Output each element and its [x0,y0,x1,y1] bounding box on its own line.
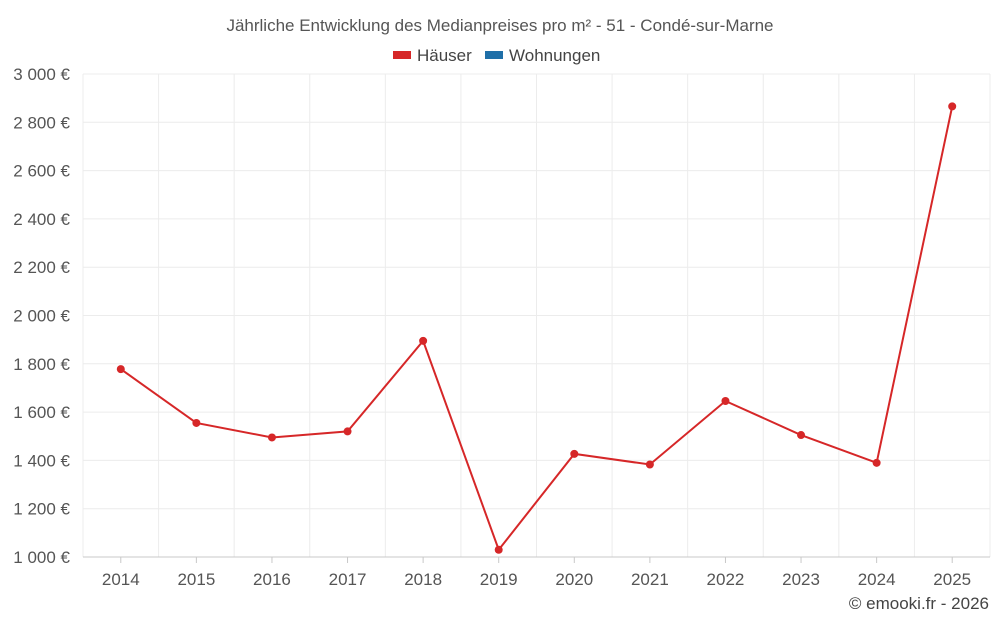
x-tick-label: 2025 [933,570,971,589]
data-point[interactable] [343,427,352,436]
y-tick-label: 2 200 € [13,258,70,277]
grid [82,73,991,557]
data-point[interactable] [419,336,428,345]
chart-title: Jährliche Entwicklung des Medianpreises … [226,16,773,35]
y-tick-label: 2 400 € [13,210,70,229]
data-point[interactable] [721,396,730,405]
x-tick-label: 2016 [253,570,291,589]
legend-item-haeuser[interactable]: Häuser [393,46,472,65]
x-tick-label: 2019 [480,570,518,589]
x-tick-label: 2017 [329,570,367,589]
data-point[interactable] [116,365,125,374]
y-tick-label: 3 000 € [13,65,70,84]
legend: Häuser Wohnungen [393,46,600,65]
y-tick-label: 1 600 € [13,403,70,422]
x-tick-label: 2024 [858,570,896,589]
x-tick-label: 2014 [102,570,140,589]
data-point[interactable] [797,431,806,440]
y-tick-label: 2 800 € [13,113,70,132]
data-point[interactable] [494,545,503,554]
data-point[interactable] [267,433,276,442]
credit-text: © emooki.fr - 2026 [849,594,989,613]
data-point[interactable] [872,458,881,467]
x-tick-label: 2018 [404,570,442,589]
x-tick-label: 2023 [782,570,820,589]
x-tick-label: 2020 [555,570,593,589]
data-point[interactable] [192,418,201,427]
x-tick-label: 2015 [177,570,215,589]
legend-label-haeuser: Häuser [417,46,472,65]
y-tick-label: 1 800 € [13,355,70,374]
y-tick-label: 2 000 € [13,307,70,326]
series [116,102,957,554]
legend-swatch-wohnungen [485,51,503,59]
legend-item-wohnungen[interactable]: Wohnungen [485,46,600,65]
data-point[interactable] [570,449,579,458]
y-tick-label: 2 600 € [13,162,70,181]
y-tick-label: 1 400 € [13,451,70,470]
x-tick-label: 2021 [631,570,669,589]
x-tick-label: 2022 [707,570,745,589]
data-point[interactable] [948,102,957,111]
series-line-0 [120,106,954,552]
y-tick-label: 1 000 € [13,548,70,567]
legend-label-wohnungen: Wohnungen [509,46,600,65]
y-axis-ticks: 1 000 € 1 200 € 1 400 € 1 600 € 1 800 € 2 000… [13,65,70,567]
y-tick-label: 1 200 € [13,500,70,519]
legend-swatch-haeuser [393,51,411,59]
x-axis-ticks: 2014 2015 2016 2017 2018 2019 2020 2021 2022 2023… [102,557,971,589]
data-point[interactable] [645,460,654,469]
